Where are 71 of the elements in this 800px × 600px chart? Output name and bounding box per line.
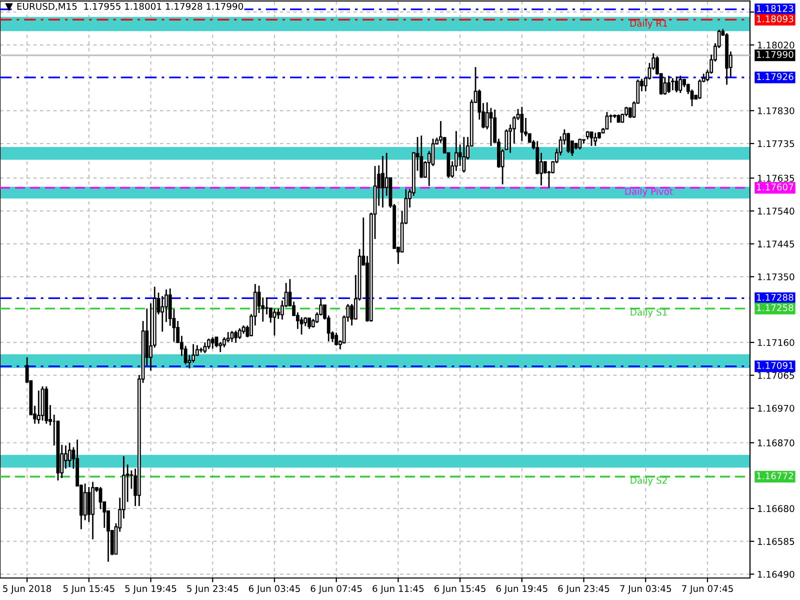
candlestick — [594, 132, 598, 147]
candlestick — [578, 138, 582, 150]
candlestick — [214, 336, 218, 348]
y-tick-label: 1.16870 — [758, 439, 794, 446]
ref-line-label: 1.17990 — [757, 51, 794, 58]
candlestick — [566, 132, 570, 154]
candlestick — [230, 330, 234, 343]
candlestick — [83, 482, 87, 521]
candlestick — [36, 390, 40, 424]
x-tick-label: 6 Jun 11:45 — [372, 585, 424, 594]
y-tick-label: 1.16680 — [758, 505, 794, 512]
candlestick — [308, 318, 311, 330]
y-tick-label: 1.17065 — [758, 372, 794, 379]
x-tick-label: 5 Jun 19:45 — [125, 585, 176, 594]
candlestick — [667, 75, 671, 94]
annotation: Daily S1 — [630, 308, 667, 318]
y-tick-label: 1.17160 — [758, 339, 794, 346]
ref-line-label: 1.17091 — [757, 362, 794, 369]
candlestick — [64, 444, 68, 470]
annotation: Daily Pivot — [625, 188, 673, 197]
candlestick — [87, 486, 91, 523]
chart-title: EURUSD,M15 1.17955 1.18001 1.17928 1.17990 — [17, 2, 244, 11]
x-tick-label: 5 Jun 15:45 — [63, 585, 114, 594]
x-tick-label: 7 Jun 07:45 — [682, 585, 733, 594]
candlestick — [203, 342, 207, 354]
x-tick-label: 6 Jun 19:45 — [496, 585, 548, 594]
candlestick — [674, 76, 678, 94]
candlestick — [605, 111, 609, 130]
y-tick-label: 1.17540 — [758, 208, 794, 215]
x-tick-label: 5 Jun 23:45 — [187, 585, 238, 594]
ref-line-label: 1.17926 — [757, 73, 794, 80]
candlestick — [590, 131, 594, 147]
candlestick — [520, 106, 524, 142]
y-tick-label: 1.16585 — [758, 538, 794, 545]
x-tick-label: 6 Jun 07:45 — [310, 585, 362, 594]
candlestick — [210, 336, 214, 350]
ref-line-label: 1.17288 — [757, 294, 794, 301]
candlestick — [265, 296, 268, 316]
x-tick-label: 6 Jun 03:45 — [248, 585, 300, 594]
candlestick — [420, 134, 424, 178]
x-tick-label: 5 Jun 2018 — [3, 585, 52, 594]
candlestick — [276, 308, 280, 320]
y-tick-label: 1.16490 — [758, 570, 794, 578]
candlestick — [300, 316, 304, 336]
ref-line-label: 1.17607 — [757, 184, 794, 190]
candlestick — [234, 330, 238, 344]
y-tick-label: 1.17635 — [758, 174, 794, 182]
x-tick-label: 6 Jun 15:45 — [434, 585, 486, 594]
candlestick — [462, 136, 466, 174]
y-tick-label: 1.17830 — [758, 107, 794, 114]
candlestick — [68, 442, 72, 468]
y-tick-label: 1.17350 — [758, 273, 794, 280]
candlestick — [678, 75, 682, 94]
x-tick-label: 6 Jun 23:45 — [558, 585, 610, 594]
ref-line-label: 1.16772 — [757, 472, 793, 480]
candlestick — [238, 328, 242, 340]
y-tick-label: 1.17445 — [758, 240, 794, 248]
y-tick-label: 1.18020 — [758, 42, 794, 49]
y-tick-label: 1.16970 — [758, 404, 794, 412]
x-tick-label: 7 Jun 03:45 — [620, 585, 672, 594]
candlestick — [334, 332, 338, 346]
ref-line-label: 1.18093 — [757, 15, 794, 22]
y-tick-label: 1.17735 — [758, 140, 794, 148]
ref-line-label: 1.18123 — [757, 5, 794, 12]
candlestick — [670, 77, 674, 91]
candlestick — [489, 107, 493, 147]
ref-line-label: 1.17258 — [757, 304, 794, 312]
candlestick — [207, 338, 210, 350]
candlestick — [98, 486, 102, 510]
candlestick — [381, 155, 384, 208]
candlestick — [663, 76, 667, 96]
